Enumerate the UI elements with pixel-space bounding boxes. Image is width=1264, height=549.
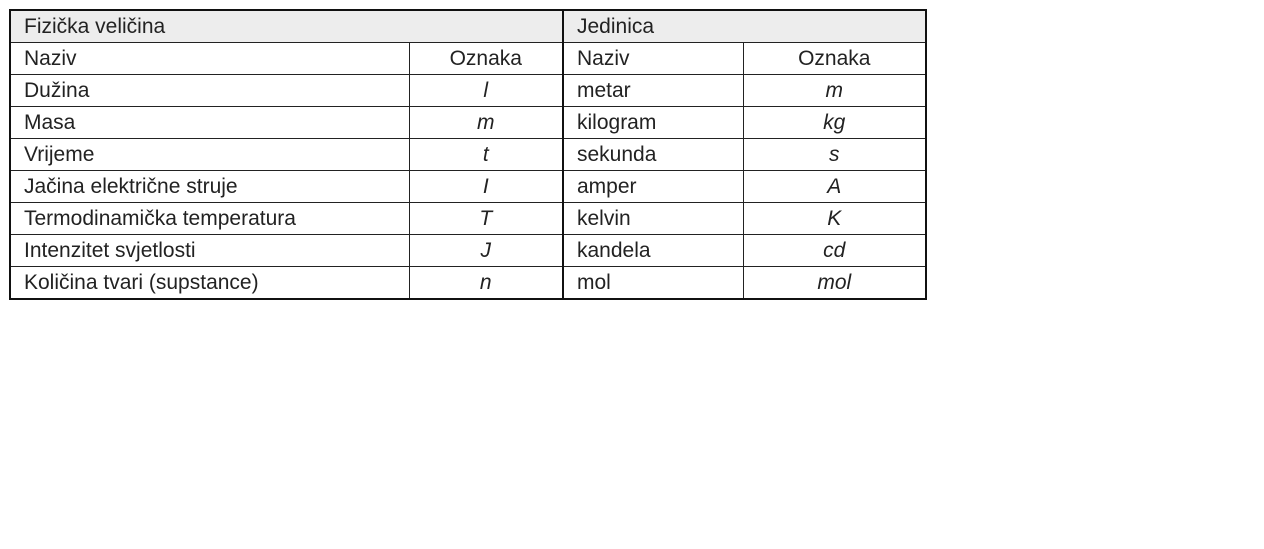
si-units-table: Fizička veličina Jedinica Naziv Oznaka N… [9, 9, 927, 300]
cell-unit-name: amper [562, 170, 744, 203]
cell-quantity-name: Termodinamička temperatura [9, 202, 410, 235]
cell-unit-name: sekunda [562, 138, 744, 171]
cell-quantity-name: Jačina električne struje [9, 170, 410, 203]
cell-quantity-symbol: m [408, 106, 564, 139]
cell-quantity-name: Količina tvari (supstance) [9, 266, 410, 300]
group-header-quantity: Fizička veličina [9, 9, 564, 43]
table-row: Masa m kilogram kg [9, 106, 927, 139]
column-header-row: Naziv Oznaka Naziv Oznaka [9, 42, 927, 75]
cell-quantity-symbol: J [408, 234, 564, 267]
cell-unit-name: kelvin [562, 202, 744, 235]
cell-unit-name: kilogram [562, 106, 744, 139]
cell-unit-symbol: kg [742, 106, 927, 139]
column-header-quantity-symbol: Oznaka [408, 42, 564, 75]
cell-unit-symbol: A [742, 170, 927, 203]
cell-unit-name: metar [562, 74, 744, 107]
cell-quantity-name: Intenzitet svjetlosti [9, 234, 410, 267]
cell-quantity-symbol: I [408, 170, 564, 203]
cell-unit-name: kandela [562, 234, 744, 267]
column-header-unit-symbol: Oznaka [742, 42, 927, 75]
cell-quantity-symbol: T [408, 202, 564, 235]
column-header-quantity-name: Naziv [9, 42, 410, 75]
cell-unit-symbol: s [742, 138, 927, 171]
cell-quantity-symbol: n [408, 266, 564, 300]
cell-unit-symbol: m [742, 74, 927, 107]
cell-unit-symbol: mol [742, 266, 927, 300]
cell-unit-name: mol [562, 266, 744, 300]
cell-quantity-symbol: t [408, 138, 564, 171]
cell-quantity-name: Dužina [9, 74, 410, 107]
cell-quantity-name: Vrijeme [9, 138, 410, 171]
cell-quantity-symbol: l [408, 74, 564, 107]
cell-unit-symbol: cd [742, 234, 927, 267]
table-row: Vrijeme t sekunda s [9, 138, 927, 171]
column-header-unit-name: Naziv [562, 42, 744, 75]
group-header-unit: Jedinica [562, 9, 927, 43]
cell-quantity-name: Masa [9, 106, 410, 139]
table-row: Dužina l metar m [9, 74, 927, 107]
cell-unit-symbol: K [742, 202, 927, 235]
group-header-row: Fizička veličina Jedinica [9, 9, 927, 43]
table-row: Količina tvari (supstance) n mol mol [9, 266, 927, 300]
